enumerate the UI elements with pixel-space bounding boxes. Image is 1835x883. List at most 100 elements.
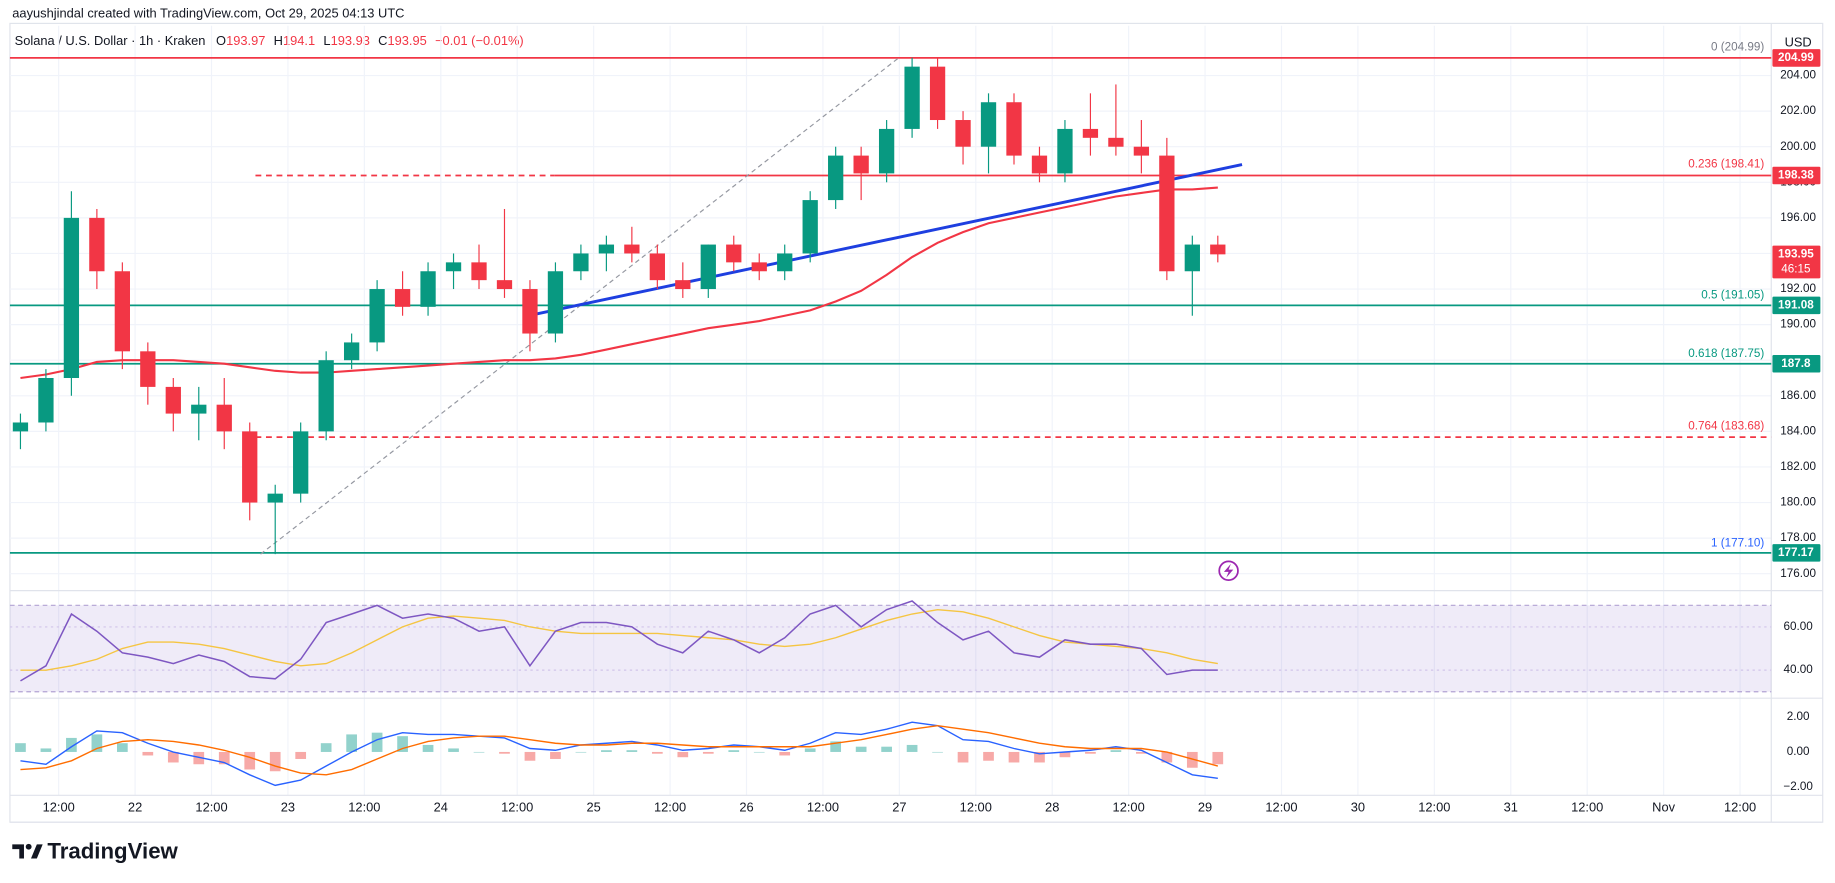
y-tick-label: 178.00 [1780, 531, 1816, 544]
fib-label: 0.764 (183.68) [1688, 420, 1764, 433]
plot: 12:00 22 12:00 23 12:00 24 12:00 25 12:00 26 12:00… [9, 22, 1824, 823]
macd-histogram-bar [397, 736, 408, 752]
candle-body [420, 271, 436, 307]
price-tag-label: 204.99 [1778, 51, 1814, 64]
macd-histogram-bar [1034, 751, 1045, 763]
macd-histogram-bar [117, 743, 128, 752]
candle-body [369, 289, 385, 343]
lightning-icon [1218, 560, 1239, 581]
x-tick-label: 23 [281, 800, 295, 815]
logo-part [30, 844, 43, 859]
moving-average [20, 186, 1218, 380]
x-tick-label: Nov [1652, 800, 1675, 815]
ohlc-value: 193.97 [226, 33, 265, 48]
x-tick-label: 27 [892, 800, 906, 815]
macd-histogram-bar [830, 741, 842, 752]
price-tag [1772, 245, 1821, 279]
candle-body [955, 120, 971, 147]
candle-body [267, 493, 283, 503]
y-tick-label: 180.00 [1780, 496, 1816, 509]
ohlc-label: H [274, 33, 283, 48]
macd-histogram-bar [1110, 750, 1122, 752]
x-tick-label: 12:00 [348, 800, 380, 815]
currency: USD [1785, 35, 1812, 50]
x-tick-label: 12:00 [654, 800, 686, 815]
y-tick-label: 196.00 [1780, 211, 1816, 224]
macd-histogram-bar [193, 751, 205, 765]
created-by: aayushjindal created with TradingView.co… [12, 5, 404, 20]
x-tick-label: 12:00 [195, 800, 227, 815]
macd-histogram-bar [218, 751, 230, 765]
fib-label: 0 (204.99) [1711, 41, 1764, 54]
candle-body [649, 253, 665, 281]
macd-histogram-bar [346, 734, 357, 752]
fib-label: 0.236 (198.41) [1688, 158, 1764, 171]
macd-histogram-bar [575, 751, 587, 753]
candle-body [624, 244, 640, 254]
x-tick-label: 12:00 [960, 800, 992, 815]
candle-body [445, 262, 462, 272]
candle-body [38, 378, 54, 423]
x-tick-label: 12:00 [807, 800, 839, 815]
price-tag-label: 198.38 [1778, 169, 1814, 182]
fib-label: 1 (177.10) [1711, 537, 1764, 550]
candle-body [242, 431, 258, 503]
macd-histogram-bar [66, 737, 77, 752]
price-tag-label: 177.17 [1778, 546, 1814, 559]
rsi-tick-label: 40.00 [1784, 663, 1814, 676]
candle-body [216, 404, 232, 432]
candle-body [89, 217, 105, 272]
candle-body [573, 253, 589, 272]
candle-body [343, 342, 360, 361]
macd-histogram-bar [881, 746, 892, 752]
x-tick-label: 28 [1045, 800, 1059, 815]
y-tick-label: 186.00 [1780, 389, 1816, 402]
y-tick-label: 190.00 [1780, 318, 1816, 331]
macd-histogram-bar [244, 751, 256, 770]
ohlc-value: 193.93 [331, 33, 370, 48]
price-tag [1772, 49, 1821, 67]
x-tick-label: 12:00 [1724, 800, 1756, 815]
candle-body [929, 66, 946, 121]
y-tick-label: 192.00 [1780, 282, 1816, 295]
candle-body [114, 271, 130, 352]
candle-body [675, 280, 691, 290]
price-tag [1772, 544, 1821, 562]
candle-body [726, 244, 742, 263]
fib-label: 0.5 (191.05) [1701, 289, 1764, 302]
candle-body [394, 289, 411, 307]
rsi-line [20, 600, 1218, 682]
macd-histogram-bar [779, 751, 791, 756]
candle-body [1057, 128, 1073, 174]
macd-histogram-bar [295, 751, 307, 759]
ohlc-value: 194.1 [283, 33, 315, 48]
candle-body [522, 289, 538, 334]
candle-body [751, 262, 767, 272]
macd-tick-label: −2.00 [1783, 780, 1813, 793]
macd-histogram-bar [1212, 751, 1224, 765]
macd-histogram-bar [957, 751, 969, 763]
candle-body [140, 351, 156, 387]
brand: TradingView [47, 838, 178, 863]
macd-histogram-bar [422, 744, 434, 752]
rsi-tick-label: 60.00 [1784, 620, 1814, 633]
price-tag-label: 191.08 [1778, 299, 1814, 312]
macd-histogram-bar [15, 743, 26, 752]
candle-body [547, 271, 564, 334]
macd-histogram-bar [167, 751, 179, 763]
x-tick-label: 31 [1504, 800, 1518, 815]
x-tick-label: 30 [1351, 800, 1365, 815]
macd-histogram-bar [702, 751, 714, 754]
symbol: Solana / U.S. Dollar · 1h · Kraken [15, 33, 206, 48]
icon-bolt [1223, 563, 1234, 578]
x-tick-label: 29 [1198, 800, 1212, 815]
candle-body [1184, 244, 1200, 272]
y-tick-label: 176.00 [1780, 567, 1816, 580]
candle-body [63, 217, 80, 379]
macd-histogram-bar [983, 751, 994, 761]
ohlc-label: L [323, 33, 330, 48]
macd-histogram-bar [40, 748, 52, 752]
candle-body [293, 431, 309, 494]
